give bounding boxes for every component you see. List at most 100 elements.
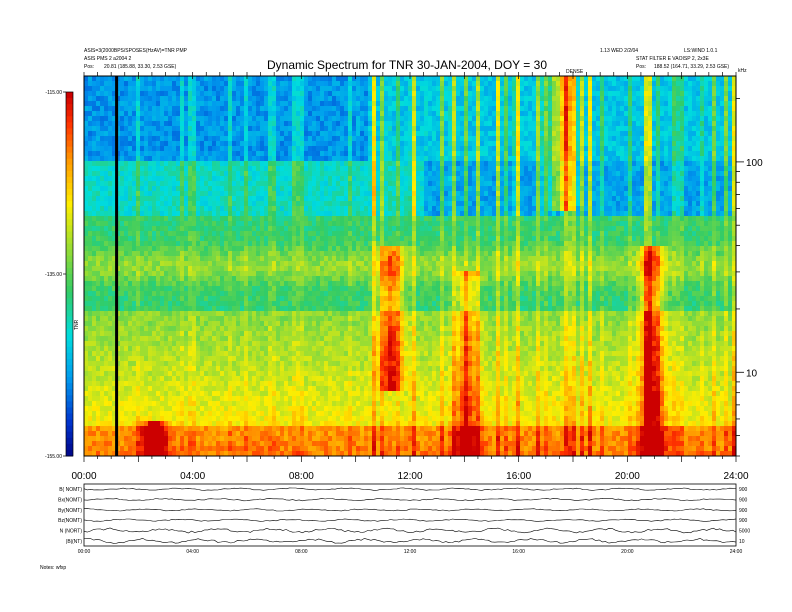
heatmap-cell: [284, 431, 289, 437]
heatmap-cell: [184, 251, 189, 257]
heatmap-cell: [108, 216, 113, 222]
heatmap-cell: [172, 341, 177, 347]
heatmap-cell: [328, 441, 333, 447]
heatmap-cell: [268, 311, 273, 317]
heatmap-cell: [96, 226, 101, 232]
heatmap-cell: [236, 381, 241, 387]
heatmap-cell: [304, 201, 309, 207]
heatmap-cell: [244, 161, 249, 167]
heatmap-cell: [192, 266, 197, 272]
heatmap-cell: [172, 296, 177, 302]
heatmap-cell: [208, 141, 213, 147]
heatmap-cell: [188, 416, 193, 422]
heatmap-cell: [96, 326, 101, 332]
heatmap-cell: [96, 81, 101, 87]
heatmap-cell: [252, 111, 257, 117]
heatmap-cell: [300, 221, 305, 227]
heatmap-cell: [116, 371, 121, 377]
heatmap-cell: [256, 126, 261, 132]
heatmap-cell: [296, 291, 301, 297]
heatmap-cell: [328, 256, 333, 262]
heatmap-cell: [228, 271, 233, 277]
heatmap-cell: [332, 356, 337, 362]
heatmap-cell: [316, 231, 321, 237]
heatmap-cell: [284, 321, 289, 327]
heatmap-cell: [124, 241, 129, 247]
heatmap-cell: [224, 371, 229, 377]
header-left-line-1: ASIS=3(2000BPS/SPOSES(HzAV)=TNR PMP: [84, 48, 188, 54]
heatmap-cell: [264, 426, 269, 432]
heatmap-cell: [304, 341, 309, 347]
heatmap-cell: [292, 366, 297, 372]
heatmap-cell: [136, 206, 141, 212]
heatmap-cell: [276, 436, 281, 442]
heatmap-cell: [228, 306, 233, 312]
heatmap-cell: [188, 201, 193, 207]
heatmap-cell: [268, 406, 273, 412]
heatmap-cell: [244, 311, 249, 317]
heatmap-cell: [276, 381, 281, 387]
heatmap-cell: [340, 361, 345, 367]
heatmap-cell: [256, 116, 261, 122]
heatmap-cell: [328, 151, 333, 157]
heatmap-cell: [248, 406, 253, 412]
heatmap-cell: [324, 326, 329, 332]
heatmap-cell: [292, 416, 297, 422]
heatmap-cell: [328, 106, 333, 112]
heatmap-cell: [300, 351, 305, 357]
heatmap-cell: [164, 436, 169, 442]
heatmap-cell: [276, 411, 281, 417]
heatmap-cell: [336, 196, 341, 202]
heatmap-cell: [100, 296, 105, 302]
heatmap-cell: [88, 416, 93, 422]
heatmap-cell: [304, 231, 309, 237]
heatmap-cell: [212, 186, 217, 192]
heatmap-cell: [344, 141, 349, 147]
heatmap-cell: [232, 161, 237, 167]
heatmap-cell: [188, 356, 193, 362]
heatmap-cell: [228, 136, 233, 142]
heatmap-cell: [132, 191, 137, 197]
heatmap-cell: [296, 256, 301, 262]
heatmap-cell: [340, 96, 345, 102]
heatmap-cell: [324, 166, 329, 172]
heatmap-cell: [312, 141, 317, 147]
heatmap-cell: [264, 231, 269, 237]
heatmap-cell: [324, 371, 329, 377]
heatmap-cell: [136, 341, 141, 347]
heatmap-cell: [272, 376, 277, 382]
heatmap-cell: [88, 201, 93, 207]
heatmap-cell: [176, 91, 181, 97]
heatmap-cell: [168, 131, 173, 137]
heatmap-cell: [296, 341, 301, 347]
heatmap-cell: [264, 161, 269, 167]
heatmap-cell: [212, 76, 217, 82]
heatmap-cell: [344, 171, 349, 177]
heatmap-cell: [92, 176, 97, 182]
heatmap-cell: [312, 151, 317, 157]
heatmap-cell: [296, 116, 301, 122]
heatmap-cell: [176, 96, 181, 102]
heatmap-cell: [120, 206, 125, 212]
heatmap-cell: [308, 91, 313, 97]
heatmap-cell: [272, 206, 277, 212]
heatmap-cell: [248, 196, 253, 202]
heatmap-cell: [148, 291, 153, 297]
heatmap-cell: [208, 121, 213, 127]
heatmap-cell: [172, 211, 177, 217]
heatmap-cell: [196, 81, 201, 87]
heatmap-cell: [336, 406, 341, 412]
heatmap-cell: [320, 151, 325, 157]
heatmap-cell: [244, 406, 249, 412]
heatmap-cell: [300, 306, 305, 312]
heatmap-cell: [336, 311, 341, 317]
heatmap-cell: [280, 226, 285, 232]
heatmap-cell: [104, 86, 109, 92]
heatmap-cell: [244, 441, 249, 447]
heatmap-cell: [132, 321, 137, 327]
heatmap-cell: [152, 136, 157, 142]
heatmap-cell: [96, 146, 101, 152]
heatmap-cell: [96, 236, 101, 242]
heatmap-cell: [164, 156, 169, 162]
heatmap-cell: [236, 246, 241, 252]
